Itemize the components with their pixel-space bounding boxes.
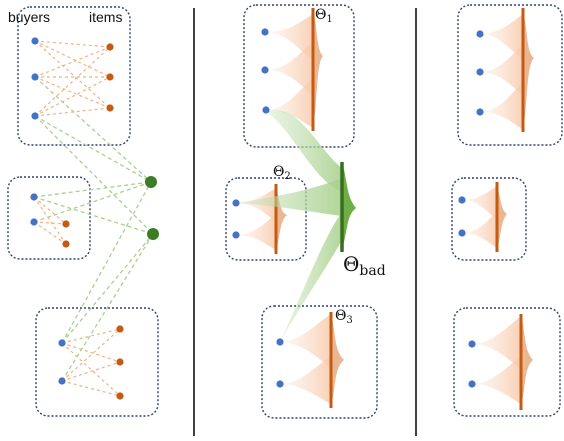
density-curve: [331, 312, 344, 406]
panel-distributions-bad: [225, 4, 378, 419]
bad-buyer-node: [147, 228, 159, 240]
buyer-node: [31, 37, 39, 45]
item-node: [106, 104, 114, 112]
density-fans-3: [472, 316, 521, 404]
buyer-node: [58, 377, 66, 385]
buyer-node: [30, 218, 38, 226]
density-curve: [523, 12, 534, 130]
density-curve: [313, 10, 323, 128]
item-node: [116, 325, 124, 333]
buyer-node: [276, 338, 284, 346]
density-fans-2: [462, 186, 497, 248]
buyer-node: [276, 380, 284, 388]
buyer-node: [232, 231, 240, 239]
density-fans-1: [480, 14, 523, 130]
bad-density-curve: [342, 162, 356, 250]
items-label: items: [89, 9, 123, 25]
buyer-node: [30, 193, 38, 201]
buyer-node: [261, 28, 269, 36]
buyer-node: [458, 229, 466, 237]
bad-fan-bottom: [280, 212, 342, 342]
panel-distributions-clean: [451, 4, 563, 417]
buyer-node: [31, 112, 39, 120]
market-1-edges: [34, 40, 111, 117]
buyer-node: [476, 68, 484, 76]
market-box-3: [261, 305, 378, 419]
buyer-node: [262, 106, 270, 114]
theta-3-label: Θ3: [335, 308, 353, 326]
market-box-1: [17, 6, 131, 146]
buyer-node: [468, 340, 476, 348]
market-box-1: [457, 4, 563, 146]
buyer-node: [476, 108, 484, 116]
buyer-node: [58, 339, 66, 347]
buyer-nodes: [30, 37, 66, 385]
buyer-node: [476, 30, 484, 38]
item-node: [106, 73, 114, 81]
density-curve: [497, 184, 507, 250]
panel-bipartite: [7, 6, 159, 417]
density-fans-3: [280, 314, 331, 404]
theta-1-label: Θ1: [315, 7, 333, 25]
theta-2-label: Θ2: [273, 164, 291, 182]
market-2-edges: [33, 196, 67, 245]
item-node: [116, 392, 124, 400]
item-nodes: [62, 43, 124, 400]
buyer-node: [458, 196, 466, 204]
item-node: [62, 240, 70, 248]
density-fans-2: [236, 188, 276, 250]
buyer-node: [31, 73, 39, 81]
item-node: [62, 220, 70, 228]
market-box-3: [35, 307, 159, 417]
bad-buyer-node: [145, 176, 157, 188]
item-node: [116, 358, 124, 366]
market-box-2: [451, 177, 527, 261]
bad-fan-mid: [236, 178, 342, 216]
market-box-2: [225, 177, 307, 261]
density-fans-1: [265, 14, 313, 128]
theta-bad-label: Θbad: [343, 252, 386, 280]
buyer-node: [468, 380, 476, 388]
buyer-node: [261, 66, 269, 74]
market-box-2: [7, 176, 91, 260]
item-node: [106, 43, 114, 51]
market-3-edges: [61, 328, 121, 397]
buyers-label: buyers: [8, 9, 51, 25]
bad-fan-top: [266, 110, 342, 192]
density-curve: [521, 314, 533, 406]
buyer-node: [232, 199, 240, 207]
market-box-3: [453, 307, 561, 417]
bad-buyer-edges: [33, 76, 154, 382]
